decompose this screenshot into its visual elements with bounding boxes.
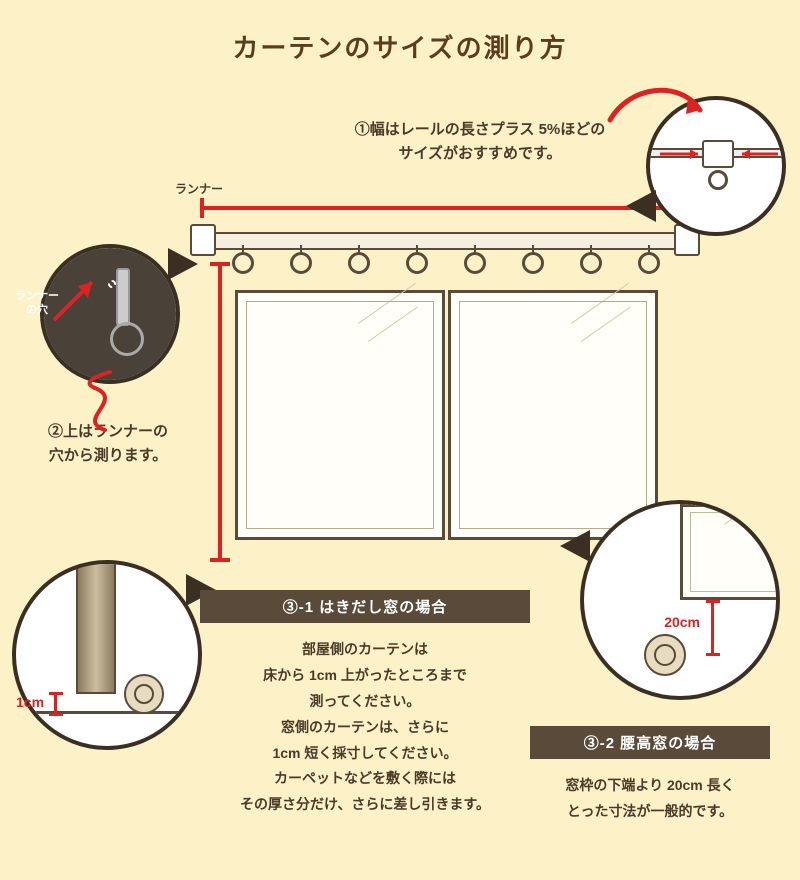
curtain-ring — [290, 252, 312, 274]
window-pane-left — [235, 290, 445, 540]
arrow-icon — [42, 260, 122, 340]
curtain-ring — [522, 252, 544, 274]
curtain-ring — [348, 252, 370, 274]
zoom-sill-detail — [580, 500, 780, 700]
zoom-floor-detail — [12, 560, 202, 750]
section-3-2: ③-2 腰高窓の場合 窓枠の下端より 20cm 長く とった寸法が一般的です。 — [530, 726, 770, 825]
infographic-canvas: カーテンのサイズの測り方 ①幅はレールの長さプラス 5%ほどの サイズがおすすめ… — [0, 0, 800, 880]
section-3-1-heading: ③-1 はきだし窓の場合 — [200, 590, 530, 623]
dim-1cm — [54, 692, 57, 716]
note-1-line2: サイズがおすすめです。 — [398, 145, 561, 162]
curtain-rail — [195, 232, 695, 250]
curtain-ring — [232, 252, 254, 274]
note-2-line2: 穴から測ります。 — [49, 447, 168, 464]
curtain-ring — [638, 252, 660, 274]
dim-20cm-label: 20cm — [664, 614, 700, 630]
dim-20cm — [711, 600, 714, 656]
curtain-ring — [580, 252, 602, 274]
section-3-2-heading: ③-2 腰高窓の場合 — [530, 726, 770, 759]
section-3-2-body: 窓枠の下端より 20cm 長く とった寸法が一般的です。 — [530, 773, 770, 825]
section-3-1: ③-1 はきだし窓の場合 部屋側のカーテンは 床から 1cm 上がったところまで… — [200, 590, 530, 818]
callout-pointer-icon — [168, 248, 198, 280]
window-pane-right — [448, 290, 658, 540]
callout-pointer-icon — [626, 190, 656, 222]
note-1-line1: ①幅はレールの長さプラス 5%ほどの — [355, 121, 606, 138]
curved-arrow-icon — [600, 80, 720, 170]
height-dimension-bar — [218, 262, 222, 562]
runner-label: ランナー — [175, 180, 223, 197]
curtain-ring — [406, 252, 428, 274]
page-title: カーテンのサイズの測り方 — [0, 28, 800, 65]
dim-1cm-label: 1cm — [16, 694, 44, 710]
width-dimension-bar — [200, 206, 690, 210]
section-3-1-body: 部屋側のカーテンは 床から 1cm 上がったところまで 測ってください。 窓側の… — [200, 637, 530, 818]
curtain-ring — [464, 252, 486, 274]
callout-pointer-icon — [560, 530, 590, 562]
squiggle-arrow-icon — [70, 370, 140, 440]
